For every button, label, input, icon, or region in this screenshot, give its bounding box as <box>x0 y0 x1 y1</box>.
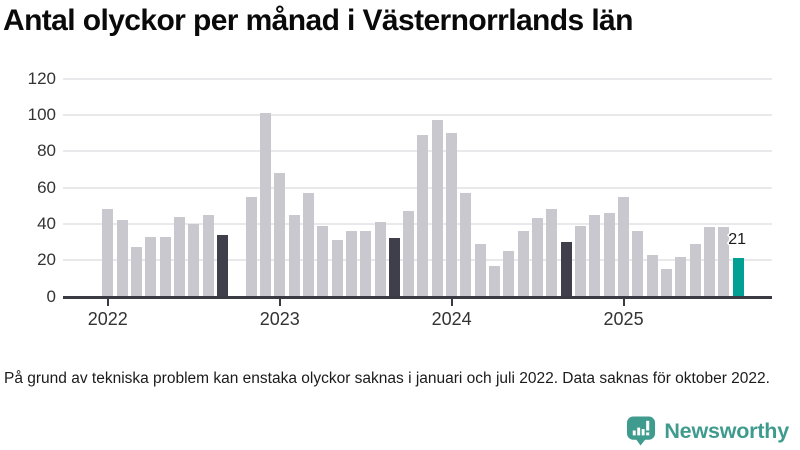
y-axis-tick-label: 60 <box>37 177 56 197</box>
bar-2022-03 <box>130 247 142 297</box>
bar-2022-02 <box>116 220 128 297</box>
bar-2022-04 <box>145 236 157 297</box>
bar-2023-04 <box>317 225 329 297</box>
bar-2023-10 <box>403 211 415 297</box>
x-axis-tick-label: 2025 <box>603 308 644 329</box>
bar-2022-07 <box>188 223 200 297</box>
bar-2025-07 <box>704 227 716 297</box>
bar-2024-03 <box>474 243 486 297</box>
bar-2023-06 <box>345 231 357 297</box>
bar-2022-11 <box>245 196 257 297</box>
bar-2023-05 <box>331 240 343 297</box>
chart-footnote: På grund av tekniska problem kan enstaka… <box>4 370 770 387</box>
bar-2023-03 <box>302 192 314 297</box>
bar-2025-05 <box>675 256 687 297</box>
bar-2023-02 <box>288 214 300 297</box>
chart-title: Antal olyckor per månad i Västernorrland… <box>3 4 633 37</box>
bar-2025-09 <box>732 258 744 297</box>
gridline-120 <box>63 77 772 80</box>
bar-2024-07 <box>532 218 544 297</box>
newsworthy-icon <box>627 416 656 446</box>
bar-2022-01 <box>102 209 114 297</box>
bar-2022-09 <box>216 234 228 297</box>
bar-2024-10 <box>575 225 587 297</box>
x-axis-tick <box>450 299 453 306</box>
bar-2025-02 <box>632 231 644 297</box>
bar-2023-08 <box>374 222 386 297</box>
bar-2024-05 <box>503 251 515 297</box>
y-axis-tick-label: 40 <box>37 213 56 233</box>
bar-2024-08 <box>546 209 558 297</box>
x-axis-line <box>63 296 772 299</box>
bar-2024-01 <box>446 133 458 297</box>
bar-2023-07 <box>360 231 372 297</box>
bar-2025-01 <box>618 196 630 297</box>
x-axis-tick <box>622 299 625 306</box>
x-axis-tick <box>106 299 109 306</box>
bar-2023-11 <box>417 134 429 297</box>
y-axis-tick-label: 0 <box>46 286 56 306</box>
newsworthy-wordmark: Newsworthy <box>664 418 789 443</box>
newsworthy-logo[interactable]: Newsworthy <box>626 414 789 448</box>
bar-2024-06 <box>517 231 529 297</box>
bar-2024-02 <box>460 192 472 297</box>
bar-2024-11 <box>589 214 601 297</box>
y-axis-tick-label: 80 <box>37 141 56 161</box>
bar-2022-08 <box>202 214 214 297</box>
bar-2023-09 <box>388 238 400 297</box>
bar-2022-12 <box>259 113 271 297</box>
bar-2025-06 <box>689 243 701 297</box>
x-axis-tick-label: 2023 <box>259 308 300 329</box>
bar-2024-09 <box>560 242 572 297</box>
x-axis-tick-label: 2024 <box>431 308 472 329</box>
bar-value-label: 21 <box>728 231 747 249</box>
bar-2024-12 <box>603 212 615 297</box>
bar-2022-06 <box>173 216 185 297</box>
x-axis-tick-label: 2022 <box>87 308 128 329</box>
y-axis-tick-label: 20 <box>37 250 56 270</box>
bar-2025-08 <box>718 227 730 297</box>
bar-2025-04 <box>661 269 673 297</box>
y-axis-tick-label: 100 <box>27 104 56 124</box>
bar-2022-05 <box>159 236 171 297</box>
bar-2025-03 <box>646 254 658 297</box>
bar-2023-01 <box>274 172 286 297</box>
gridline-100 <box>63 113 772 116</box>
bar-2024-04 <box>489 265 501 297</box>
bar-2023-12 <box>431 120 443 297</box>
y-axis-tick-label: 120 <box>27 68 56 88</box>
x-axis-tick <box>278 299 281 306</box>
